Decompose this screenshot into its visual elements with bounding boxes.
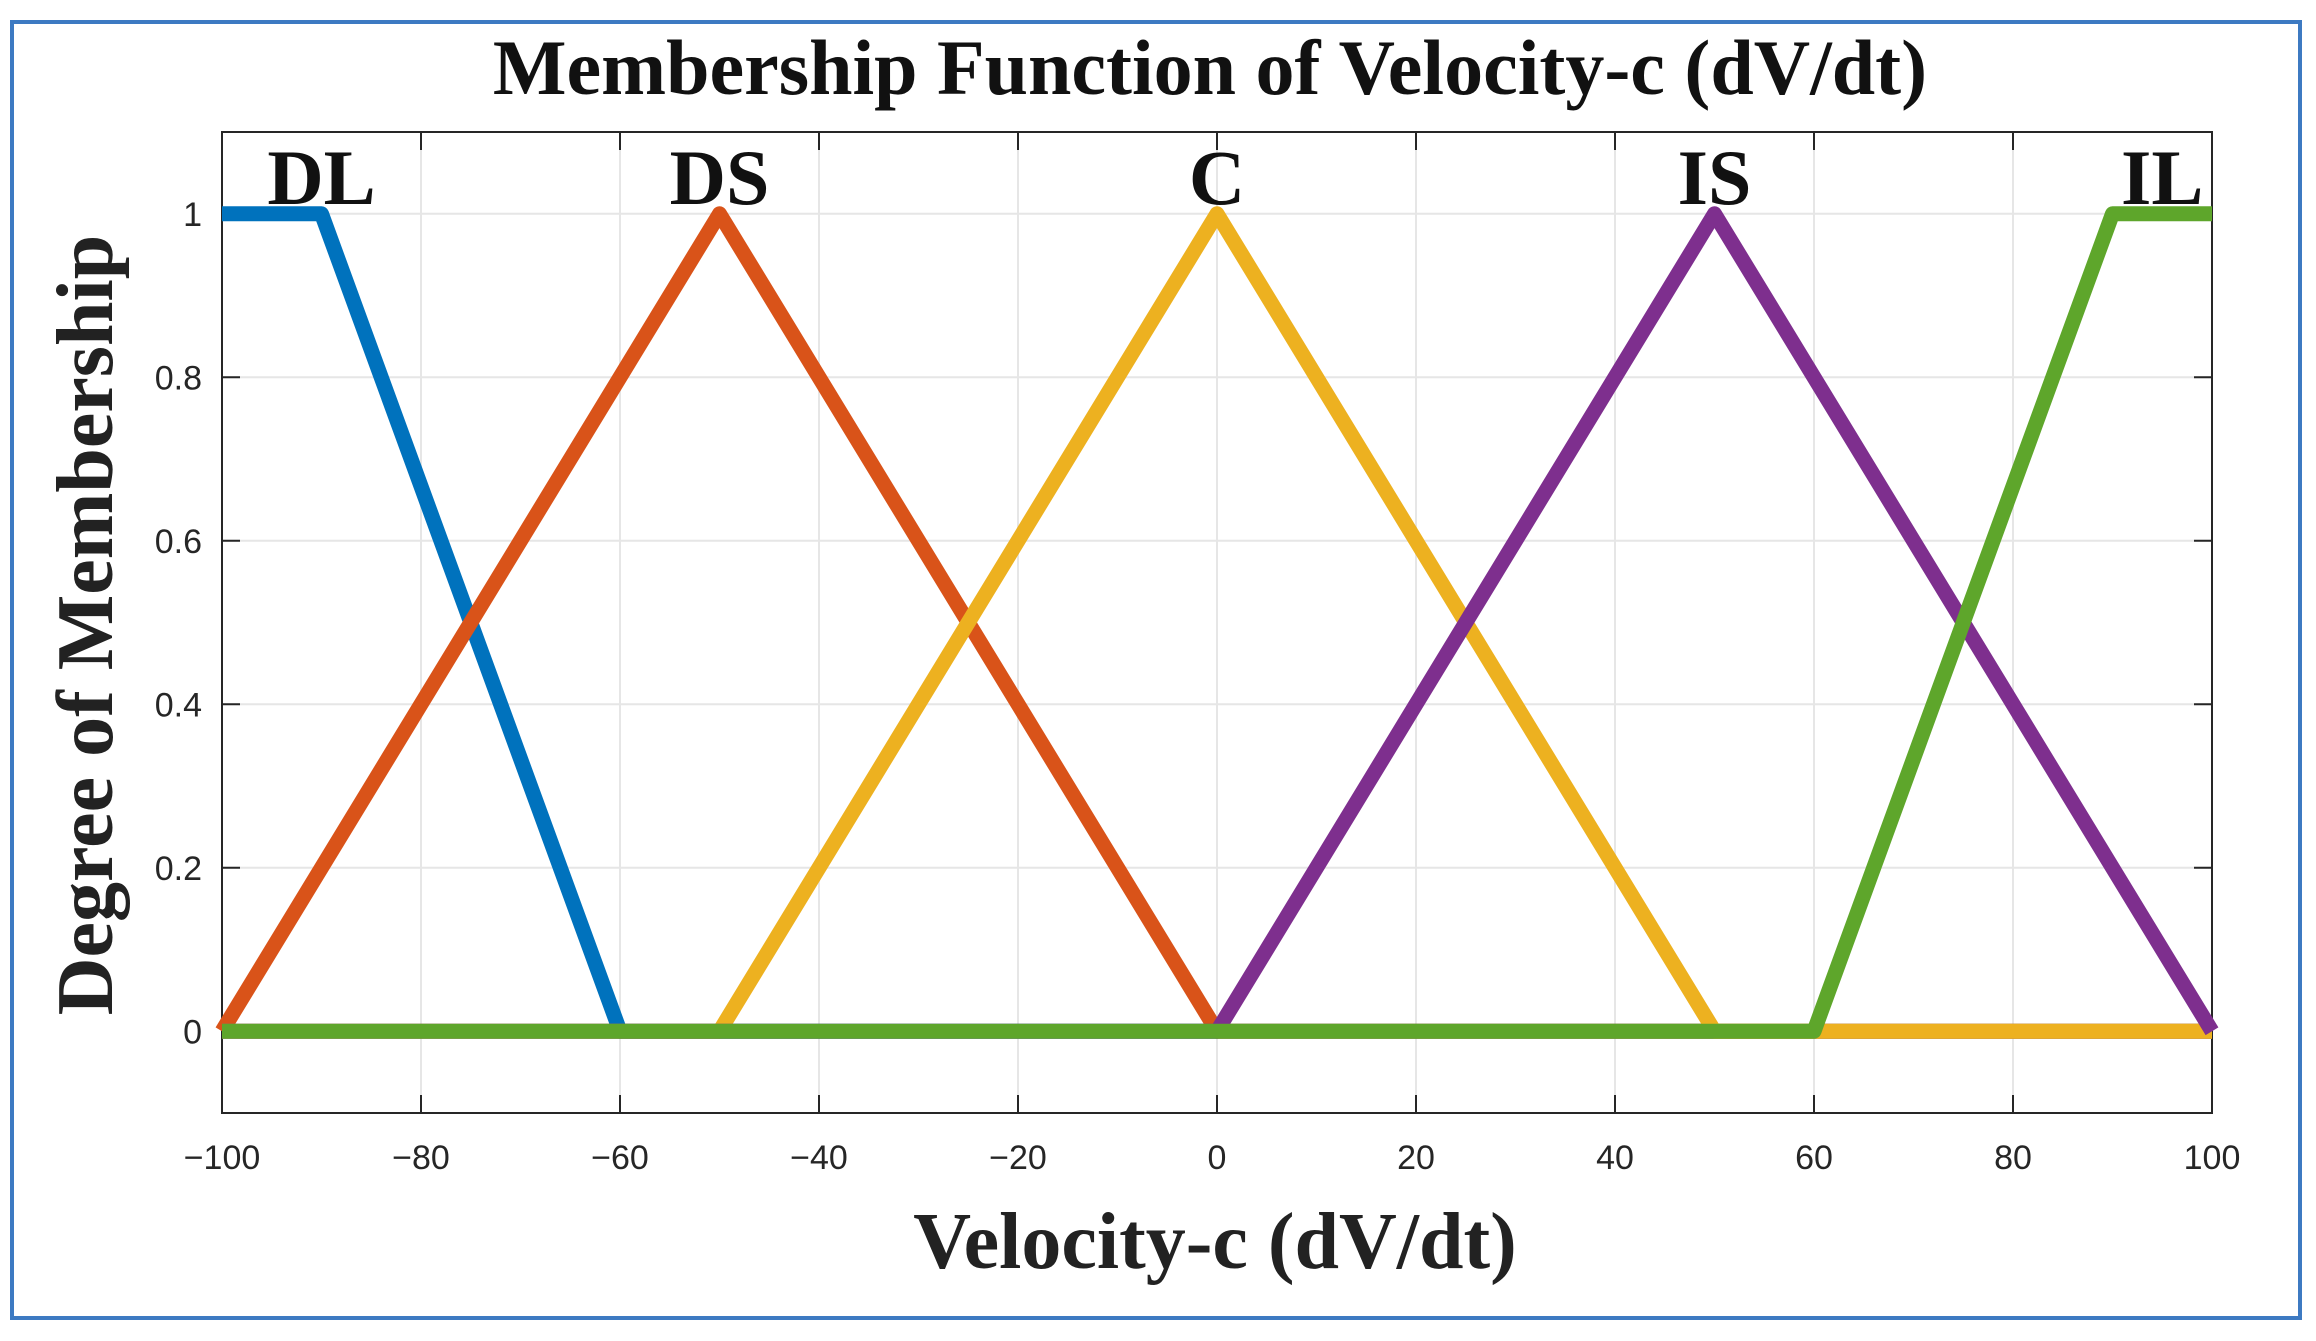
x-tick-label: 100 xyxy=(2184,1139,2241,1177)
x-tick-label: 20 xyxy=(1397,1139,1435,1177)
axes: −100 −80 −60 −40 −20 0 20 40 60 80 100 0 0.2 0.4 0.6 0.… xyxy=(155,131,2241,1177)
series-label-il: IL xyxy=(2121,134,2203,221)
y-tick-label: 1 xyxy=(183,196,202,234)
figure-frame xyxy=(10,20,2302,1320)
x-tick-label: 0 xyxy=(1208,1139,1227,1177)
y-tick-label: 0 xyxy=(183,1013,202,1051)
chart-title: Membership Function of Velocity-c (dV/dt… xyxy=(493,24,1927,111)
grid xyxy=(221,132,2213,1113)
x-axis-label: Velocity-c (dV/dt) xyxy=(913,1198,1517,1286)
y-tick-label: 0.4 xyxy=(155,686,202,724)
x-tick-label: −40 xyxy=(790,1139,848,1177)
series-label-c: C xyxy=(1189,134,1245,221)
y-axis-label: Degree of Membership xyxy=(42,235,130,1016)
series-label-ds: DS xyxy=(670,134,770,221)
series-line-il xyxy=(222,206,2212,1039)
series-label-is: IS xyxy=(1678,134,1752,221)
y-tick-label: 0.8 xyxy=(155,359,202,397)
y-tick-label: 0.2 xyxy=(155,850,202,888)
x-tick-label: −80 xyxy=(392,1139,450,1177)
series-labels: DL DS C IS IL xyxy=(267,134,2203,221)
x-tick-label: 60 xyxy=(1795,1139,1833,1177)
series-label-dl: DL xyxy=(267,134,375,221)
x-tick-label: 80 xyxy=(1994,1139,2032,1177)
y-tick-label: 0.6 xyxy=(155,523,202,561)
x-tick-label: −60 xyxy=(591,1139,649,1177)
x-tick-label: 40 xyxy=(1596,1139,1634,1177)
series-lines xyxy=(215,206,2219,1039)
x-tick-label: −20 xyxy=(989,1139,1047,1177)
x-tick-label: −100 xyxy=(184,1139,261,1177)
